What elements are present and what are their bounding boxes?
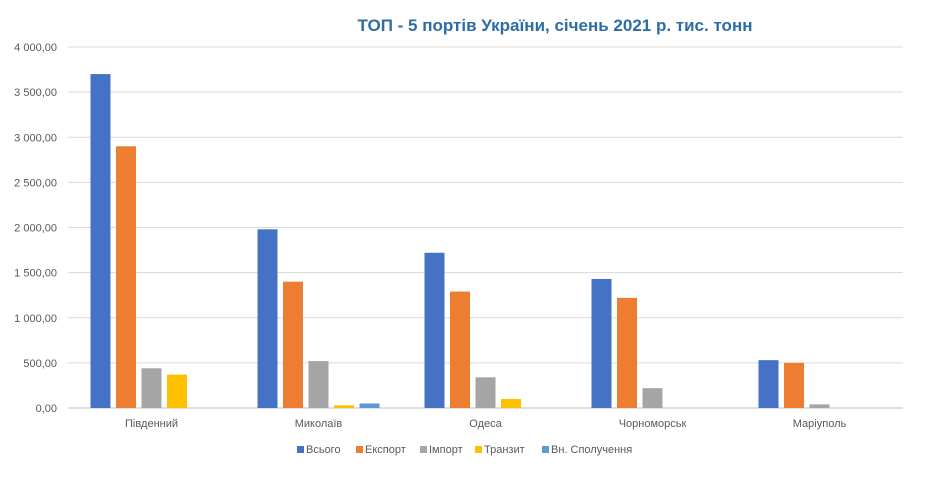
y-tick-label: 2 500,00	[14, 177, 57, 189]
legend-swatch	[420, 446, 427, 453]
bar-0-0	[90, 74, 111, 408]
x-category-label: Чорноморськ	[619, 418, 687, 430]
bar-0-2	[141, 368, 162, 408]
bar-3-2	[642, 388, 663, 408]
bar-4-0	[758, 360, 779, 408]
legend-swatch	[542, 446, 549, 453]
bar-0-3	[167, 374, 187, 408]
x-axis-categories: Південний Миколаїв Одеса Чорноморськ Маріупо…	[125, 418, 847, 430]
legend: Всього Експорт Імпорт Транзит Вн. Сполучення	[297, 444, 632, 456]
legend-label: Експорт	[365, 444, 406, 456]
bar-1-1	[283, 281, 303, 408]
y-tick-label: 1 000,00	[14, 313, 57, 325]
y-tick-label: 1 500,00	[14, 268, 57, 280]
y-tick-label: 3 000,00	[14, 132, 57, 144]
gridlines	[68, 46, 903, 409]
y-axis-ticks: 0,00 500,00 1 000,00 1 500,00 2 000,00 2 500,…	[14, 42, 57, 415]
legend-swatch	[356, 446, 363, 453]
y-tick-label: 0,00	[36, 403, 57, 415]
y-tick-label: 500,00	[23, 358, 57, 370]
legend-swatch	[475, 446, 482, 453]
legend-label: Всього	[306, 444, 341, 456]
bar-2-1	[450, 291, 470, 408]
bar-3-0	[591, 278, 612, 408]
x-category-label: Маріуполь	[793, 418, 847, 430]
chart-title: ТОП - 5 портів України, січень 2021 р. т…	[358, 16, 753, 35]
bar-4-2	[809, 404, 830, 408]
bar-3-1	[617, 297, 637, 408]
legend-swatch	[297, 446, 304, 453]
x-category-label: Одеса	[469, 418, 502, 430]
bar-2-0	[424, 252, 445, 408]
x-category-label: Південний	[125, 418, 178, 430]
bar-1-3	[334, 405, 354, 408]
bar-1-4	[359, 403, 380, 408]
y-tick-label: 3 500,00	[14, 87, 57, 99]
bar-2-2	[475, 377, 496, 408]
x-category-label: Миколаїв	[295, 418, 343, 430]
legend-label: Вн. Сполучення	[551, 444, 632, 456]
bar-1-0	[257, 229, 278, 408]
legend-label: Транзит	[484, 444, 525, 456]
bar-2-3	[501, 398, 521, 408]
y-tick-label: 4 000,00	[14, 42, 57, 54]
bar-1-2	[308, 361, 329, 408]
legend-label: Імпорт	[429, 444, 463, 456]
y-tick-label: 2 000,00	[14, 223, 57, 235]
bar-0-1	[116, 146, 136, 408]
bars	[90, 74, 830, 408]
bar-4-1	[784, 362, 804, 408]
